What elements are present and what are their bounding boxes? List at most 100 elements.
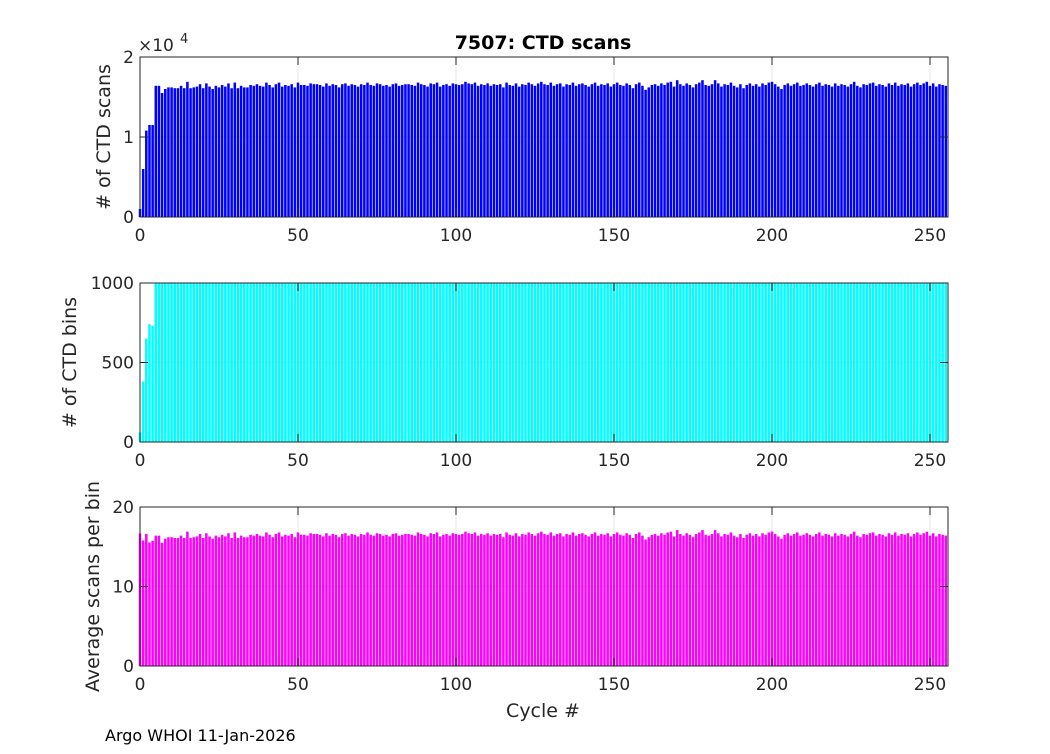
bar bbox=[220, 534, 224, 666]
bar bbox=[151, 325, 154, 442]
bar bbox=[419, 283, 423, 442]
bar bbox=[552, 535, 556, 666]
bar bbox=[906, 83, 910, 218]
bar bbox=[375, 83, 379, 218]
bar bbox=[145, 130, 148, 217]
bar bbox=[467, 83, 470, 218]
bar bbox=[701, 283, 704, 442]
bar bbox=[574, 85, 578, 217]
bar bbox=[773, 84, 777, 217]
bar bbox=[796, 82, 799, 217]
bar bbox=[609, 86, 613, 217]
bar bbox=[919, 85, 922, 217]
bar bbox=[565, 534, 568, 666]
bar bbox=[344, 83, 347, 218]
bar bbox=[685, 283, 688, 442]
bar bbox=[236, 283, 240, 442]
bar bbox=[682, 535, 685, 666]
bar bbox=[777, 283, 780, 442]
bar bbox=[669, 531, 673, 666]
bar bbox=[893, 283, 897, 442]
bar bbox=[227, 283, 230, 442]
bar bbox=[656, 535, 660, 666]
bar bbox=[612, 534, 616, 666]
bar bbox=[164, 538, 167, 666]
bar bbox=[536, 83, 540, 218]
bar bbox=[445, 283, 448, 442]
bar bbox=[729, 283, 733, 442]
bar bbox=[268, 534, 271, 666]
y-axis-label: # of CTD scans bbox=[93, 64, 115, 210]
bar bbox=[205, 83, 208, 218]
bar bbox=[388, 86, 391, 217]
bar bbox=[897, 283, 900, 442]
bar bbox=[890, 534, 894, 666]
bar bbox=[887, 283, 891, 442]
bar bbox=[764, 283, 767, 442]
bar bbox=[574, 283, 578, 442]
bar bbox=[660, 83, 663, 218]
bar bbox=[805, 283, 809, 442]
bar bbox=[713, 283, 717, 442]
bar bbox=[176, 283, 180, 442]
bar bbox=[935, 283, 938, 442]
bar bbox=[865, 283, 869, 442]
bar bbox=[489, 535, 493, 666]
bar bbox=[182, 283, 186, 442]
bar bbox=[691, 87, 695, 218]
bar bbox=[650, 283, 654, 442]
bar bbox=[369, 534, 372, 666]
bar bbox=[903, 283, 906, 442]
bar bbox=[903, 534, 906, 666]
bar bbox=[792, 283, 796, 442]
bar bbox=[811, 536, 815, 666]
bar bbox=[625, 83, 628, 218]
bar bbox=[473, 532, 477, 666]
bar bbox=[173, 538, 177, 666]
bar bbox=[647, 537, 651, 666]
bar bbox=[777, 536, 780, 666]
bar bbox=[925, 283, 929, 442]
bar bbox=[821, 283, 824, 442]
x-tick-label: 200 bbox=[756, 675, 788, 695]
x-tick-label: 150 bbox=[598, 451, 630, 471]
bar bbox=[628, 85, 632, 217]
bar bbox=[265, 283, 268, 442]
bar bbox=[461, 283, 464, 442]
bar bbox=[865, 85, 869, 217]
bar bbox=[277, 283, 281, 442]
bar bbox=[303, 85, 306, 217]
bar bbox=[246, 283, 249, 442]
bar bbox=[704, 85, 707, 217]
bar bbox=[353, 85, 357, 217]
bar bbox=[470, 534, 474, 666]
y-tick-label: 2 bbox=[123, 48, 134, 68]
bar bbox=[912, 534, 916, 666]
bar bbox=[211, 89, 214, 217]
bar bbox=[416, 283, 420, 442]
bar bbox=[268, 85, 271, 217]
bar bbox=[397, 283, 401, 442]
bar bbox=[309, 533, 312, 666]
bar bbox=[593, 283, 597, 442]
bar bbox=[230, 283, 233, 442]
bar bbox=[299, 534, 303, 666]
bar bbox=[600, 84, 603, 217]
bar bbox=[909, 536, 913, 666]
bar bbox=[638, 283, 641, 442]
bar bbox=[783, 534, 786, 666]
bar bbox=[366, 532, 369, 666]
bar bbox=[337, 537, 341, 666]
bar bbox=[517, 283, 521, 442]
bar bbox=[808, 85, 812, 217]
bar bbox=[432, 283, 436, 442]
bar bbox=[805, 533, 809, 666]
bar bbox=[363, 283, 366, 442]
bar bbox=[239, 535, 243, 666]
x-tick-label: 100 bbox=[440, 226, 472, 246]
bar bbox=[255, 84, 259, 217]
bar bbox=[641, 85, 644, 217]
bar bbox=[473, 82, 477, 217]
bar bbox=[230, 88, 233, 217]
bar bbox=[688, 283, 692, 442]
